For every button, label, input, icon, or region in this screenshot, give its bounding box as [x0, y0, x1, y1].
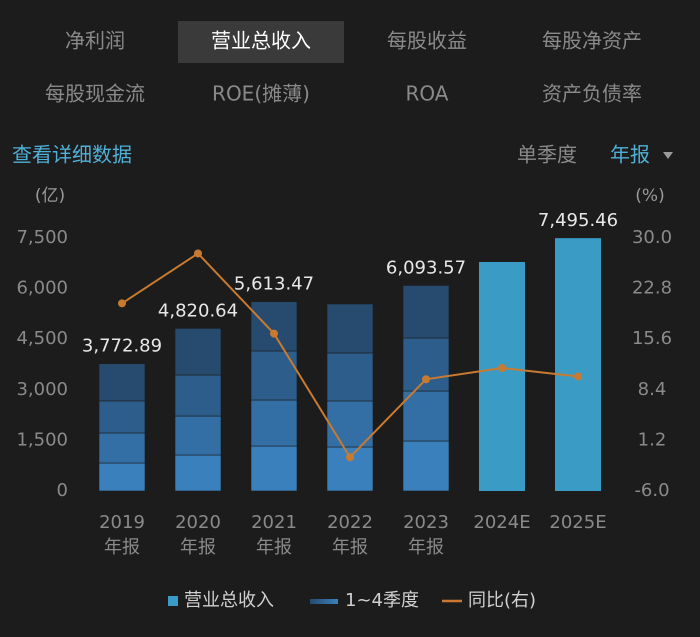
detail-link[interactable]: 查看详细数据 [12, 143, 132, 167]
tab[interactable]: 每股收益 [387, 29, 467, 53]
value-label: 3,772.89 [82, 336, 162, 357]
tab[interactable]: 营业总收入 [211, 29, 311, 53]
quarter-segment [98, 462, 146, 492]
x-tick-label: 2024E [473, 512, 530, 533]
dropdown-arrow[interactable] [663, 152, 673, 159]
y-tick-label: 3,000 [16, 379, 68, 400]
line-point [498, 364, 506, 373]
y2-tick-label: 15.6 [632, 328, 672, 349]
quarter-segment [402, 285, 450, 339]
quarter-segment [326, 352, 374, 402]
quarter-segment [326, 303, 374, 354]
quarter-segment [174, 415, 222, 456]
x-tick-label: 2023 [403, 512, 449, 533]
line-point [194, 249, 202, 258]
legend-swatch [310, 599, 338, 604]
y-tick-label: 0 [57, 480, 68, 501]
legend-swatch [168, 596, 178, 606]
x-tick-label: 2019 [99, 512, 145, 533]
y2-tick-label: 8.4 [638, 379, 667, 400]
x-tick-label: 2025E [549, 512, 606, 533]
quarter-segment [174, 374, 222, 417]
legend-label: 同比(右) [468, 590, 536, 611]
quarter-segment [250, 445, 298, 492]
line-point [574, 372, 582, 381]
quarter-segment [98, 400, 146, 434]
y2-tick-label: 1.2 [638, 429, 667, 450]
x-tick-label: 2020 [175, 512, 221, 533]
quarter-segment [402, 390, 450, 442]
quarter-segment [326, 400, 374, 448]
tab[interactable]: 每股现金流 [45, 82, 145, 106]
x-tick-label: 年报 [180, 537, 216, 558]
quarter-segment [174, 328, 222, 376]
y2-unit: (%) [635, 186, 664, 206]
legend-label: 营业总收入 [184, 590, 274, 611]
quarter-segment [98, 363, 146, 402]
quarter-segment [174, 454, 222, 492]
y2-tick-label: -6.0 [634, 480, 669, 501]
y-unit: (亿) [35, 186, 65, 206]
y2-tick-label: 30.0 [632, 227, 672, 248]
x-tick-label: 年报 [332, 537, 368, 558]
tab-highlight [178, 21, 344, 63]
y2-tick-label: 22.8 [632, 278, 672, 299]
value-label: 4,820.64 [158, 300, 238, 321]
quarter-segment [402, 440, 450, 492]
line-point [422, 375, 430, 384]
tab[interactable]: 每股净资产 [542, 29, 642, 53]
line-point [270, 329, 278, 338]
y-tick-label: 1,500 [16, 429, 68, 450]
tab[interactable]: ROE(摊薄) [212, 82, 310, 106]
bar [479, 261, 525, 491]
y-tick-label: 7,500 [16, 227, 68, 248]
quarter-segment [250, 301, 298, 352]
value-label: 7,495.46 [538, 210, 618, 231]
x-tick-label: 2022 [327, 512, 373, 533]
tab[interactable]: 资产负债率 [542, 82, 642, 106]
x-tick-label: 年报 [408, 537, 444, 558]
line-point [346, 453, 354, 462]
legend-label: 1~4季度 [345, 590, 419, 611]
y-tick-label: 6,000 [16, 278, 68, 299]
quarter-segment [98, 432, 146, 464]
x-tick-label: 年报 [256, 537, 292, 558]
tab[interactable]: ROA [406, 82, 449, 106]
value-label: 5,613.47 [234, 274, 314, 295]
value-label: 6,093.57 [386, 257, 466, 278]
line-point [118, 299, 126, 308]
period-option[interactable]: 年报 [610, 143, 650, 167]
y-tick-label: 4,500 [16, 328, 68, 349]
bar [555, 238, 601, 491]
x-tick-label: 2021 [251, 512, 297, 533]
period-option[interactable]: 单季度 [517, 143, 577, 167]
tab[interactable]: 净利润 [65, 29, 125, 53]
quarter-segment [250, 399, 298, 447]
x-tick-label: 年报 [104, 537, 140, 558]
